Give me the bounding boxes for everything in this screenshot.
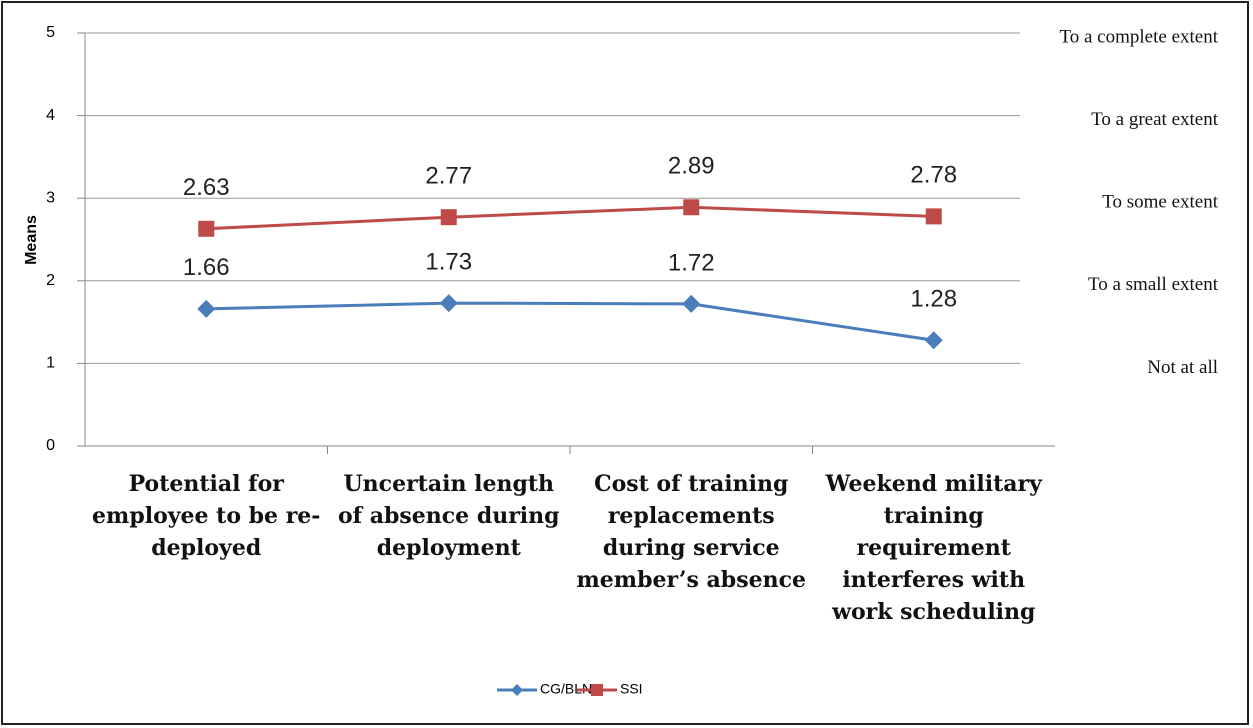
data-label: 1.73 — [425, 248, 472, 275]
annotation: To some extent — [1102, 192, 1219, 213]
y-tick-label: 2 — [46, 272, 55, 289]
y-tick-label: 1 — [46, 355, 55, 372]
x-tick-label: Uncertain length of absence during deplo… — [337, 471, 560, 561]
series-line — [206, 205, 934, 231]
annotation: To a complete extent — [1059, 26, 1218, 47]
marker — [439, 294, 458, 313]
marker — [440, 209, 457, 226]
legend-label: CG/BLN — [540, 681, 592, 697]
y-tick-label: 3 — [46, 189, 55, 206]
x-tick-label: Cost of training replacements during ser… — [576, 471, 806, 593]
marker — [683, 199, 700, 216]
legend-label: SSI — [620, 681, 643, 697]
y-tick-label: 4 — [46, 107, 55, 124]
marker — [925, 208, 942, 225]
marker — [682, 294, 701, 313]
legend-marker — [591, 684, 603, 696]
annotation: To a small extent — [1088, 274, 1219, 295]
marker — [198, 220, 215, 237]
y-axis-label: Means — [23, 215, 40, 265]
data-label: 2.63 — [183, 174, 230, 201]
x-tick-label: Potential for employee to be re-deployed — [92, 471, 321, 561]
data-label: 2.89 — [668, 153, 715, 180]
marker — [197, 299, 216, 318]
series-line — [206, 301, 934, 342]
annotation: To a great extent — [1091, 109, 1219, 130]
data-label: 1.28 — [910, 286, 957, 313]
data-label: 1.66 — [183, 254, 230, 281]
marker — [924, 331, 943, 350]
data-label: 1.72 — [668, 249, 715, 276]
data-label: 2.77 — [425, 163, 472, 190]
x-tick-label: Weekend military training requirement in… — [825, 471, 1042, 625]
data-label: 2.78 — [910, 162, 957, 189]
legend-marker — [511, 684, 523, 696]
y-tick-label: 0 — [46, 437, 55, 454]
y-tick-label: 5 — [46, 24, 55, 41]
annotation: Not at all — [1147, 357, 1218, 378]
